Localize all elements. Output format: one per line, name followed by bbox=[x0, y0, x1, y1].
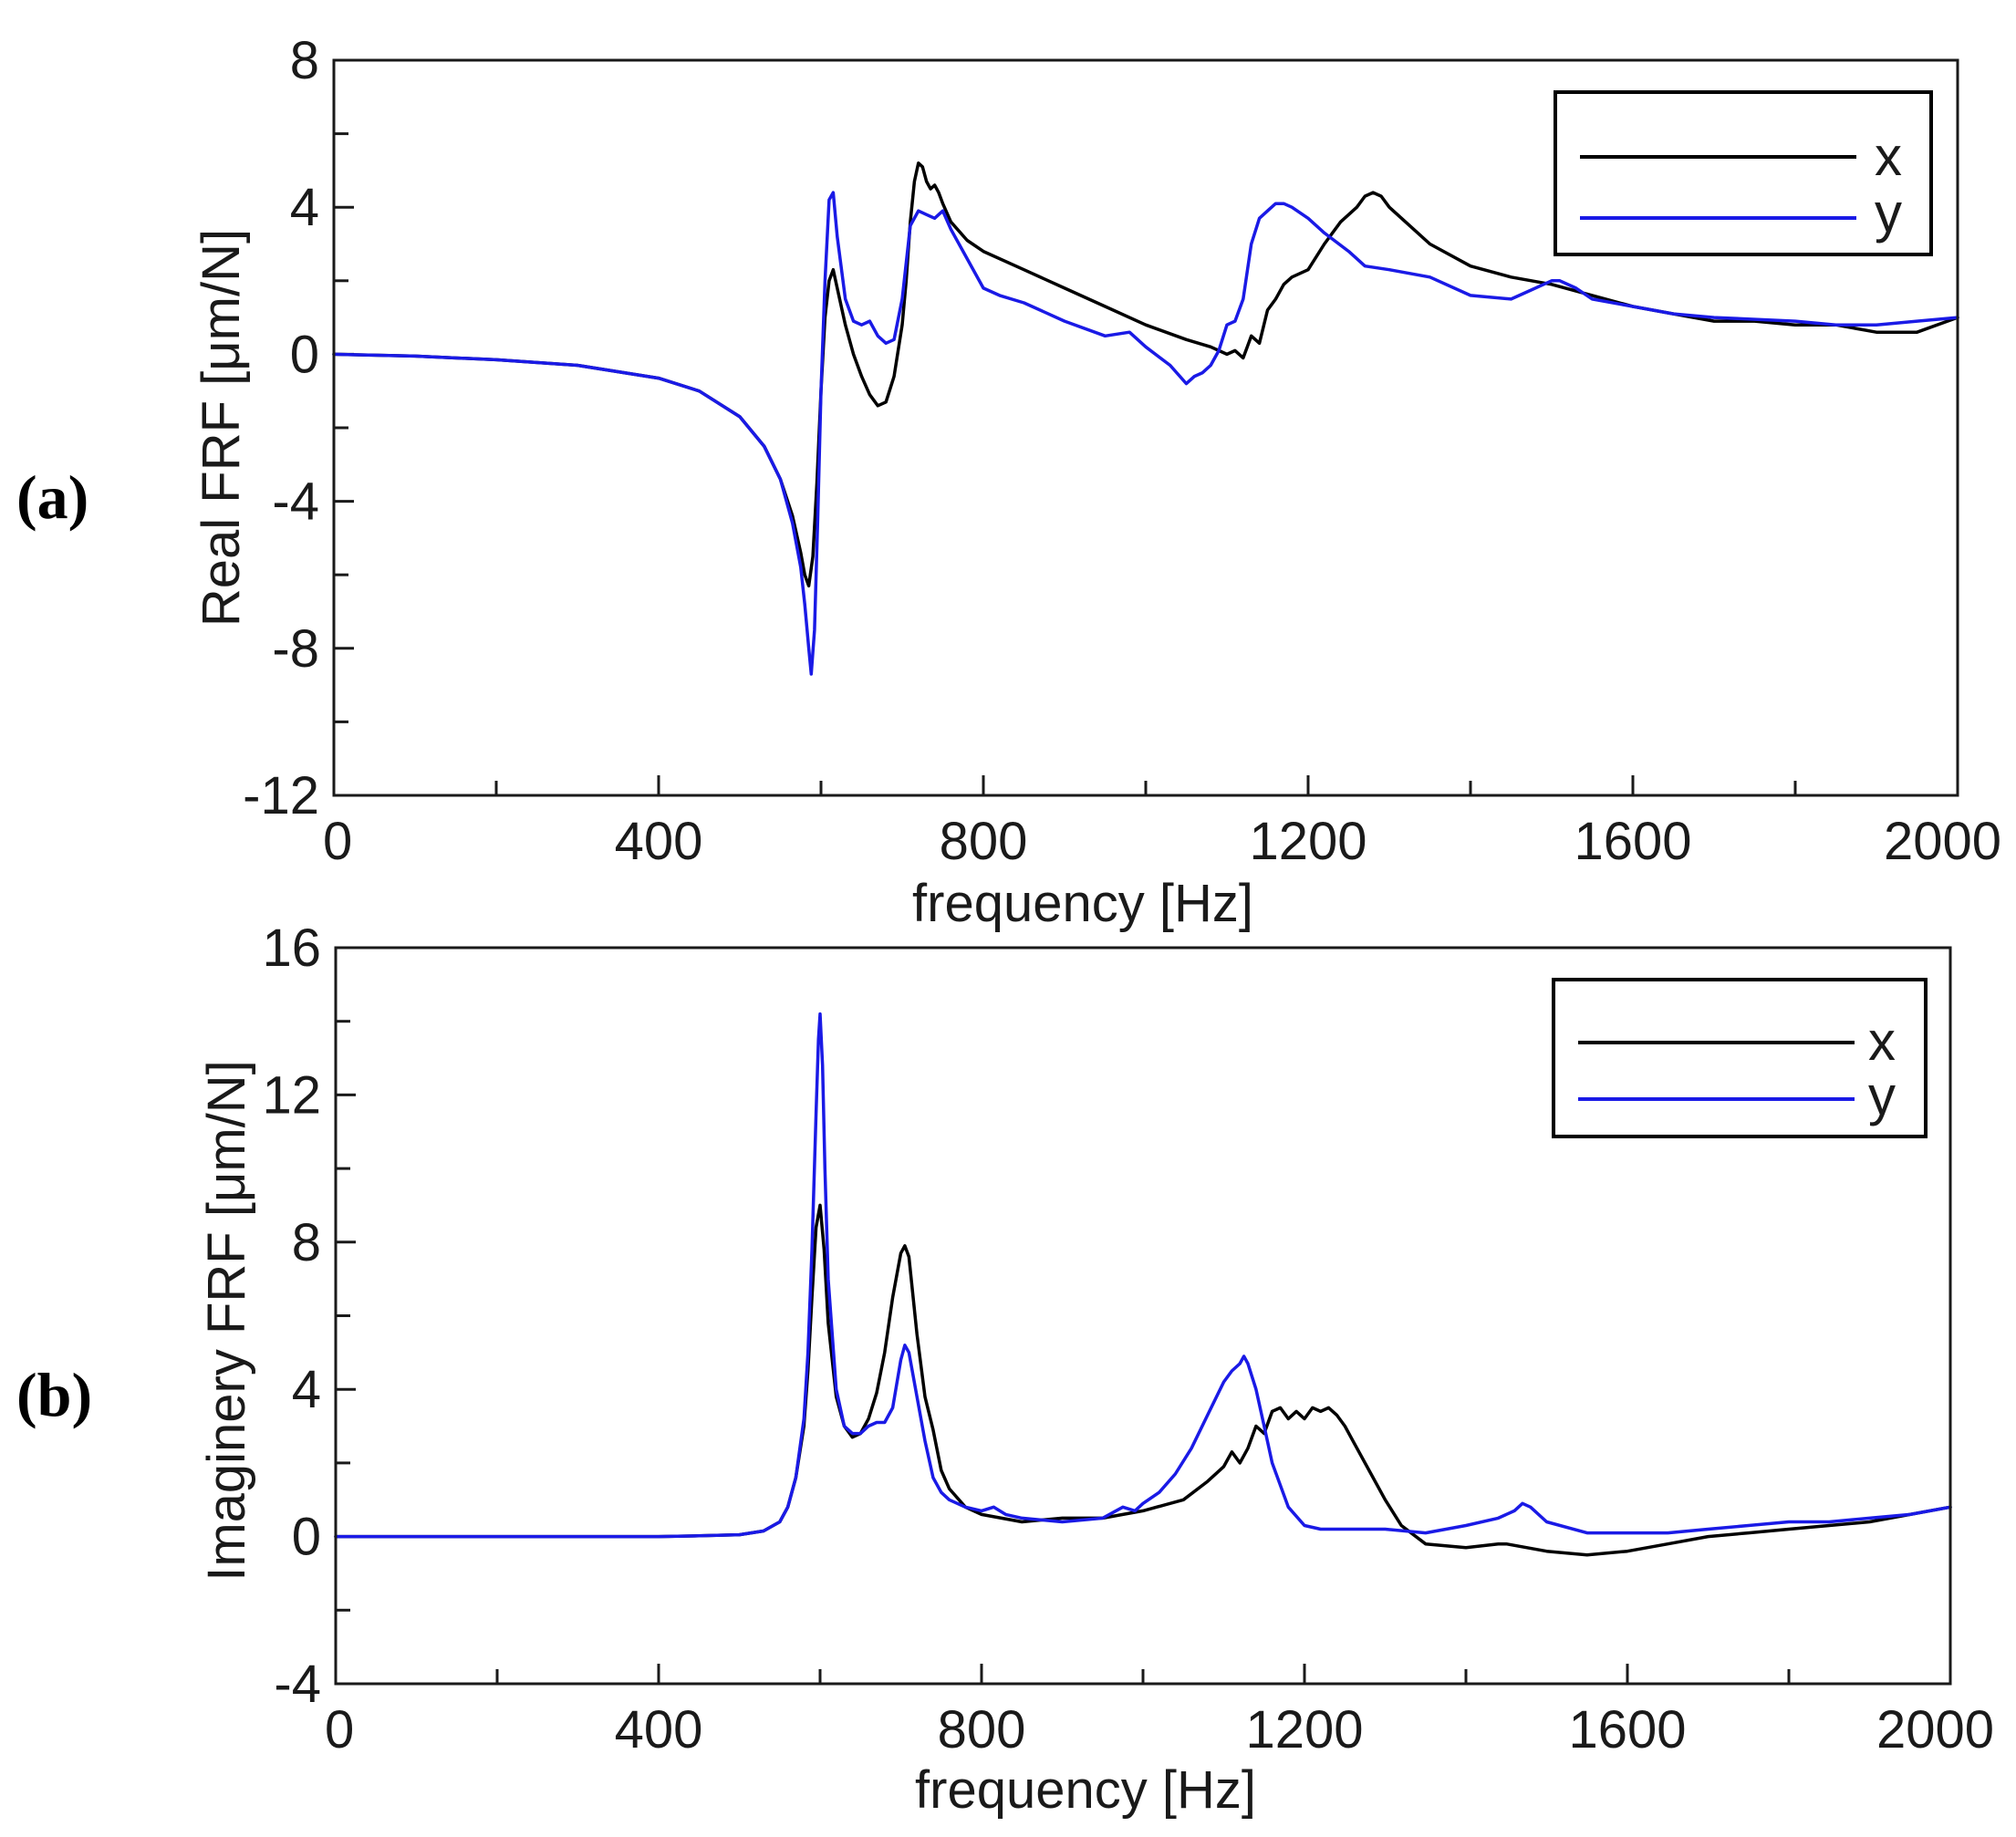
panel-b-label: (b) bbox=[16, 1360, 92, 1429]
panel-b-legend-label-x: x bbox=[1868, 1011, 1896, 1072]
b-x-tick-label: 1200 bbox=[1245, 1700, 1363, 1759]
panel-a-label: (a) bbox=[16, 462, 88, 532]
panel-a-legend-box bbox=[1554, 90, 1933, 256]
b-x-tick-label: 800 bbox=[938, 1700, 1026, 1759]
a-x-tick-label: 1600 bbox=[1574, 812, 1691, 871]
panel-a-x-axis-title: frequency [Hz] bbox=[912, 874, 1253, 933]
a-y-tick-label: -4 bbox=[272, 472, 319, 532]
panel-b-legend-box bbox=[1552, 978, 1928, 1138]
a-y-tick-label: 0 bbox=[290, 325, 319, 384]
b-y-tick-label: -4 bbox=[274, 1655, 321, 1714]
panel-a-frame bbox=[332, 58, 1959, 797]
panel-a: (a) 0 400 800 1200 1600 2000 -12 -8 -4 0 4 8 freque… bbox=[16, 31, 2001, 933]
panel-a-tick-labels: 0 400 800 1200 1600 2000 -12 -8 -4 0 4 8 bbox=[243, 31, 2001, 871]
panel-a-legend-label-y: y bbox=[1875, 182, 1902, 244]
a-series-line-y bbox=[332, 191, 1959, 676]
a-x-tick-label: 400 bbox=[615, 812, 703, 871]
b-y-tick-label: 4 bbox=[292, 1360, 321, 1419]
panel-b-series bbox=[334, 1012, 1952, 1557]
b-y-tick-label: 0 bbox=[292, 1508, 321, 1567]
panel-a-legend-label-x: x bbox=[1875, 126, 1902, 187]
b-x-tick-label: 0 bbox=[325, 1700, 354, 1759]
panel-a-legend: x y bbox=[1554, 90, 1933, 256]
a-x-tick-label: 2000 bbox=[1884, 812, 2001, 871]
panel-b-x-axis-title: frequency [Hz] bbox=[915, 1760, 1256, 1820]
b-series-line-x bbox=[334, 1203, 1952, 1557]
a-y-tick-label: -8 bbox=[272, 619, 319, 679]
a-x-tick-label: 1200 bbox=[1249, 812, 1367, 871]
panel-b-frame bbox=[334, 946, 1952, 1686]
panel-b-y-axis-title: Imaginery FRF [μm/N] bbox=[197, 1060, 256, 1582]
panel-a-series bbox=[332, 161, 1959, 676]
a-series-line-x bbox=[332, 161, 1959, 588]
panel-a-y-axis-title: Real FRF [μm/N] bbox=[192, 229, 251, 627]
b-x-tick-label: 400 bbox=[615, 1700, 703, 1759]
b-y-tick-label: 8 bbox=[292, 1213, 321, 1272]
a-y-tick-label: 8 bbox=[290, 31, 319, 90]
b-x-tick-label: 1600 bbox=[1568, 1700, 1686, 1759]
a-y-tick-label: 4 bbox=[290, 178, 319, 237]
b-series-line-y bbox=[334, 1012, 1952, 1539]
a-x-tick-label: 0 bbox=[323, 812, 352, 871]
a-x-tick-label: 800 bbox=[940, 812, 1028, 871]
b-y-tick-label: 16 bbox=[262, 918, 321, 978]
panel-b-legend-label-y: y bbox=[1868, 1065, 1896, 1126]
b-x-tick-label: 2000 bbox=[1876, 1700, 1994, 1759]
panel-b-legend: x y bbox=[1552, 978, 1928, 1138]
b-y-tick-label: 12 bbox=[262, 1065, 321, 1125]
a-y-tick-label: -12 bbox=[243, 766, 319, 825]
